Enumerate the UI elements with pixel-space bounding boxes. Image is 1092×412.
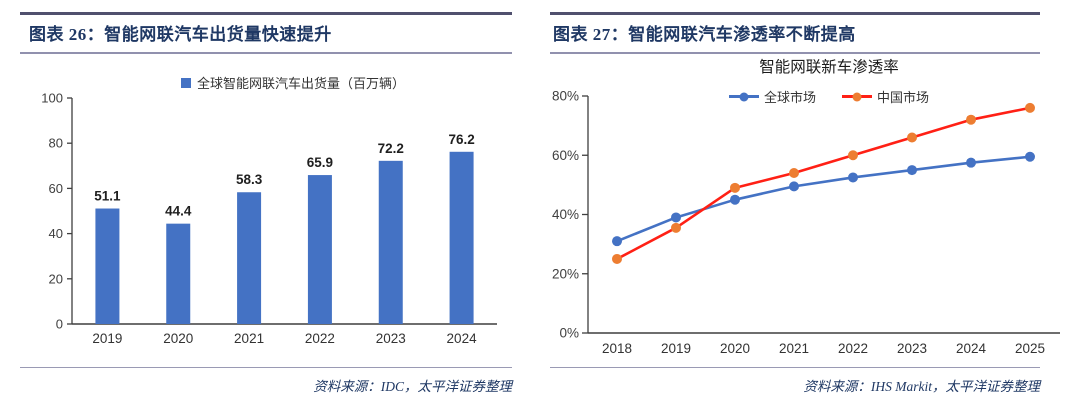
y-tick-label: 0 bbox=[56, 317, 63, 332]
data-point-marker bbox=[730, 194, 740, 205]
line-chart-title: 智能网联新车渗透率 bbox=[759, 59, 899, 76]
bar-value-label: 44.4 bbox=[165, 204, 192, 219]
x-tick-label: 2021 bbox=[779, 341, 809, 356]
legend-line-icon bbox=[728, 92, 759, 101]
data-point-marker bbox=[671, 222, 681, 233]
data-point-marker bbox=[789, 168, 799, 179]
data-point-marker bbox=[730, 182, 740, 193]
x-tick-label: 2023 bbox=[897, 341, 927, 356]
data-point-marker bbox=[907, 132, 917, 143]
data-point-marker bbox=[789, 181, 799, 192]
x-tick-label: 2022 bbox=[305, 331, 335, 346]
x-tick-label: 2025 bbox=[1015, 341, 1045, 356]
data-point-marker bbox=[612, 253, 622, 264]
y-tick-label: 20 bbox=[49, 271, 63, 286]
figure-panel-shipments: 图表 26：智能网联汽车出货量快速提升 全球智能网联汽车出货量（百万辆） 0 20… bbox=[20, 12, 526, 395]
y-tick-label: 100 bbox=[41, 91, 63, 106]
y-tick-label: 60 bbox=[49, 181, 63, 196]
x-tick-label: 2019 bbox=[661, 341, 691, 356]
y-tick-label: 80% bbox=[552, 89, 579, 104]
x-tick-label: 2021 bbox=[234, 331, 264, 346]
legend-item-global: 全球市场 bbox=[728, 87, 816, 106]
y-tick-label: 20% bbox=[552, 266, 579, 281]
x-tick-label: 2020 bbox=[720, 341, 750, 356]
data-point-marker bbox=[848, 150, 858, 161]
y-tick-label: 40 bbox=[49, 226, 63, 241]
legend-label: 全球市场 bbox=[763, 90, 816, 105]
series-line bbox=[615, 106, 1032, 261]
x-tick-label: 2023 bbox=[376, 331, 406, 346]
bar-chart-legend: 全球智能网联汽车出货量（百万辆） bbox=[60, 73, 526, 92]
y-tick-label: 60% bbox=[552, 148, 579, 163]
legend-line-icon bbox=[842, 92, 872, 101]
legend-item-china: 中国市场 bbox=[842, 87, 929, 106]
figure-title: 图表 26：智能网联汽车出货量快速提升 bbox=[20, 12, 512, 54]
bar bbox=[449, 151, 474, 324]
line-chart-svg: 0% 20% 40% 60% 80% 2018 2019 2020 2021 2022 2023 20… bbox=[552, 89, 1060, 356]
legend-label: 全球智能网联汽车出货量（百万辆） bbox=[196, 76, 405, 91]
x-tick-label: 2019 bbox=[92, 331, 122, 346]
bar-value-label: 76.2 bbox=[448, 132, 474, 147]
legend-dot-icon bbox=[739, 92, 749, 101]
x-tick-label: 2020 bbox=[163, 331, 193, 346]
bar bbox=[378, 160, 403, 324]
bar bbox=[237, 192, 262, 324]
figure-title: 图表 27：智能网联汽车渗透率不断提高 bbox=[550, 12, 1040, 54]
y-tick-label: 0% bbox=[559, 326, 579, 341]
legend-dot-icon bbox=[852, 92, 862, 101]
data-point-marker bbox=[966, 114, 976, 125]
bar-chart-svg: 0 20 40 60 80 100 51.1 2019 44.4 2020 58.3 2021 65.9… bbox=[41, 91, 497, 346]
bar bbox=[95, 208, 120, 324]
data-point-marker bbox=[907, 165, 917, 176]
y-tick-label: 80 bbox=[49, 136, 63, 151]
line-chart-legend: 全球市场 中国市场 bbox=[586, 87, 1072, 106]
legend-square-icon bbox=[180, 77, 191, 88]
data-point-marker bbox=[1025, 102, 1035, 113]
data-point-marker bbox=[671, 212, 681, 223]
x-tick-label: 2022 bbox=[838, 341, 868, 356]
data-point-marker bbox=[966, 157, 976, 168]
x-tick-label: 2024 bbox=[956, 341, 987, 356]
source-note: 资料来源：IDC，太平洋证券整理 bbox=[20, 367, 512, 395]
bar-value-label: 58.3 bbox=[236, 172, 263, 187]
legend-label: 中国市场 bbox=[877, 90, 930, 105]
bar bbox=[166, 223, 191, 324]
y-tick-label: 40% bbox=[552, 207, 579, 222]
bar-value-label: 65.9 bbox=[307, 155, 333, 170]
bar-value-label: 72.2 bbox=[378, 141, 404, 156]
x-tick-label: 2024 bbox=[447, 331, 478, 346]
x-tick-label: 2018 bbox=[602, 341, 632, 356]
figure-panel-penetration: 图表 27：智能网联汽车渗透率不断提高 智能网联新车渗透率 全球市场 中国市场 … bbox=[546, 0, 1092, 412]
data-point-marker bbox=[1025, 151, 1035, 162]
bar-value-label: 51.1 bbox=[94, 189, 121, 204]
source-note: 资料来源：IHS Markit，太平洋证券整理 bbox=[550, 367, 1040, 395]
bar bbox=[307, 175, 332, 324]
series-line bbox=[615, 155, 1032, 243]
data-point-marker bbox=[612, 236, 622, 247]
data-point-marker bbox=[848, 172, 858, 183]
